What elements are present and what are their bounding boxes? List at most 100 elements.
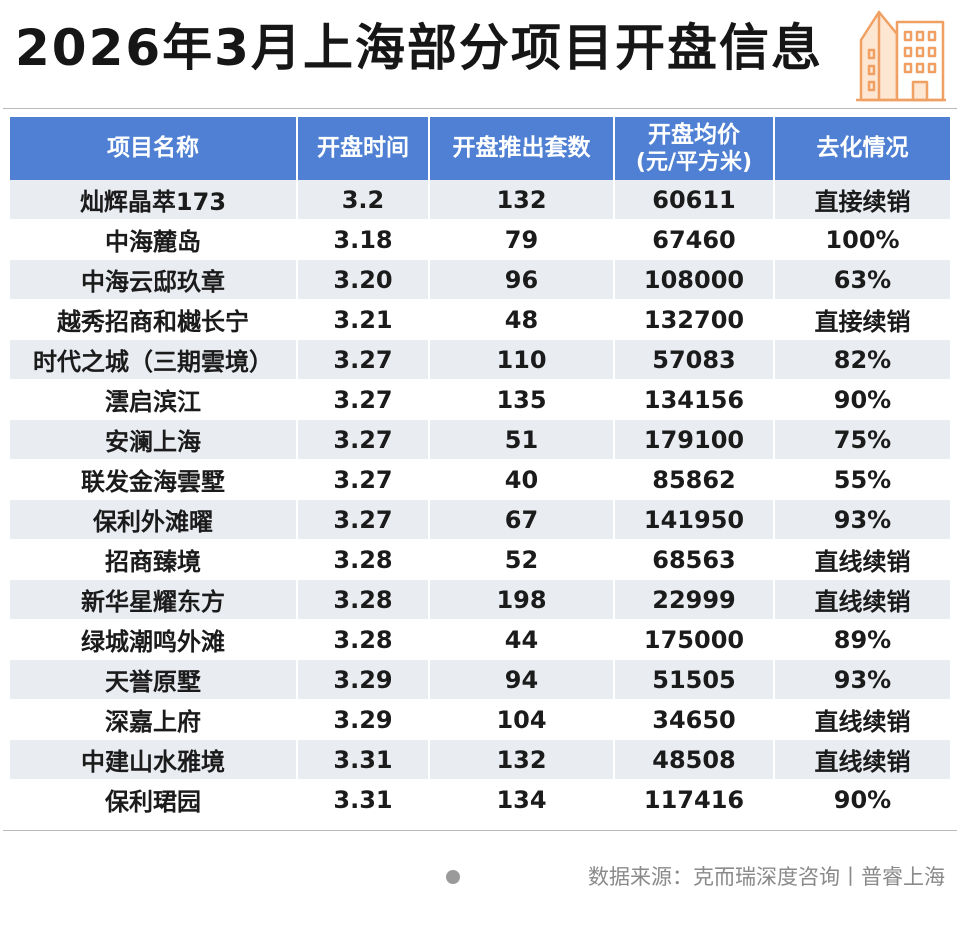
project-name-cell: 灿辉晶萃173	[10, 180, 298, 220]
units-cell: 96	[430, 260, 615, 300]
project-name-cell: 保利外滩曜	[10, 500, 298, 540]
project-name-cell: 绿城潮鸣外滩	[10, 620, 298, 660]
header-unit-label: (元/平方米)	[635, 149, 753, 175]
table-row: 中海麓岛 3.18 79 67460 100%	[10, 220, 950, 260]
project-name-cell: 深嘉上府	[10, 700, 298, 740]
table-row: 保利珺园 3.31 134 117416 90%	[10, 780, 950, 820]
units-cell: 132	[430, 740, 615, 780]
open-date-cell: 3.27	[298, 500, 430, 540]
header-label: 去化情况	[816, 135, 909, 161]
avg-price-cell: 132700	[615, 300, 775, 340]
project-name-cell: 保利珺园	[10, 780, 298, 820]
avg-price-cell: 60611	[615, 180, 775, 220]
open-date-cell: 3.27	[298, 340, 430, 380]
avg-price-cell: 179100	[615, 420, 775, 460]
open-date-cell: 3.28	[298, 580, 430, 620]
units-cell: 104	[430, 700, 615, 740]
sell-through-cell: 90%	[775, 780, 950, 820]
open-date-cell: 3.2	[298, 180, 430, 220]
units-cell: 52	[430, 540, 615, 580]
table-row: 灿辉晶萃173 3.2 132 60611 直接续销	[10, 180, 950, 220]
header-sell-through: 去化情况	[775, 117, 950, 180]
project-name-cell: 中海云邸玖章	[10, 260, 298, 300]
sell-through-cell: 75%	[775, 420, 950, 460]
avg-price-cell: 85862	[615, 460, 775, 500]
units-cell: 40	[430, 460, 615, 500]
project-name-cell: 招商臻境	[10, 540, 298, 580]
sell-through-cell: 直线续销	[775, 540, 950, 580]
sell-through-cell: 直接续销	[775, 300, 950, 340]
table-row: 保利外滩曜 3.27 67 141950 93%	[10, 500, 950, 540]
avg-price-cell: 57083	[615, 340, 775, 380]
project-name-cell: 越秀招商和樾长宁	[10, 300, 298, 340]
header-label: 项目名称	[107, 135, 199, 161]
open-date-cell: 3.20	[298, 260, 430, 300]
open-date-cell: 3.27	[298, 380, 430, 420]
header-label: 开盘推出套数	[452, 135, 591, 161]
open-date-cell: 3.27	[298, 420, 430, 460]
avg-price-cell: 34650	[615, 700, 775, 740]
table-row: 越秀招商和樾长宁 3.21 48 132700 直接续销	[10, 300, 950, 340]
header-project-name: 项目名称	[10, 117, 298, 180]
avg-price-cell: 67460	[615, 220, 775, 260]
project-name-cell: 时代之城（三期雲境）	[10, 340, 298, 380]
avg-price-cell: 48508	[615, 740, 775, 780]
sell-through-cell: 直接续销	[775, 180, 950, 220]
table-row: 安澜上海 3.27 51 179100 75%	[10, 420, 950, 460]
avg-price-cell: 51505	[615, 660, 775, 700]
avg-price-cell: 175000	[615, 620, 775, 660]
units-cell: 44	[430, 620, 615, 660]
open-date-cell: 3.28	[298, 620, 430, 660]
table-row: 绿城潮鸣外滩 3.28 44 175000 89%	[10, 620, 950, 660]
table-row: 天誉原墅 3.29 94 51505 93%	[10, 660, 950, 700]
table-row: 中海云邸玖章 3.20 96 108000 63%	[10, 260, 950, 300]
open-date-cell: 3.29	[298, 660, 430, 700]
data-source-note: 数据来源：克而瑞深度咨询丨普睿上海	[588, 865, 945, 889]
avg-price-cell: 141950	[615, 500, 775, 540]
units-cell: 135	[430, 380, 615, 420]
project-name-cell: 中海麓岛	[10, 220, 298, 260]
table-row: 招商臻境 3.28 52 68563 直线续销	[10, 540, 950, 580]
header-units: 开盘推出套数	[430, 117, 615, 180]
avg-price-cell: 134156	[615, 380, 775, 420]
sell-through-cell: 100%	[775, 220, 950, 260]
project-name-cell: 安澜上海	[10, 420, 298, 460]
avg-price-cell: 22999	[615, 580, 775, 620]
open-date-cell: 3.27	[298, 460, 430, 500]
city-buildings-icon	[856, 10, 946, 102]
footer-dot-icon	[446, 870, 460, 884]
avg-price-cell: 68563	[615, 540, 775, 580]
table-header-row: 项目名称 开盘时间 开盘推出套数 开盘均价 (元/平方米) 去化情况	[10, 117, 950, 180]
table-row: 深嘉上府 3.29 104 34650 直线续销	[10, 700, 950, 740]
sell-through-cell: 直线续销	[775, 580, 950, 620]
sell-through-cell: 89%	[775, 620, 950, 660]
units-cell: 110	[430, 340, 615, 380]
project-name-cell: 澐启滨江	[10, 380, 298, 420]
table-row: 时代之城（三期雲境） 3.27 110 57083 82%	[10, 340, 950, 380]
open-date-cell: 3.31	[298, 740, 430, 780]
sell-through-cell: 直线续销	[775, 740, 950, 780]
open-date-cell: 3.29	[298, 700, 430, 740]
sell-through-cell: 82%	[775, 340, 950, 380]
avg-price-cell: 108000	[615, 260, 775, 300]
table-row: 新华星耀东方 3.28 198 22999 直线续销	[10, 580, 950, 620]
sell-through-cell: 93%	[775, 660, 950, 700]
open-date-cell: 3.28	[298, 540, 430, 580]
units-cell: 67	[430, 500, 615, 540]
project-name-cell: 中建山水雅境	[10, 740, 298, 780]
units-cell: 198	[430, 580, 615, 620]
table-body: 灿辉晶萃173 3.2 132 60611 直接续销 中海麓岛 3.18 79 67460 100…	[10, 180, 950, 820]
avg-price-cell: 117416	[615, 780, 775, 820]
open-date-cell: 3.18	[298, 220, 430, 260]
project-name-cell: 联发金海雲墅	[10, 460, 298, 500]
project-name-cell: 天誉原墅	[10, 660, 298, 700]
sell-through-cell: 93%	[775, 500, 950, 540]
sell-through-cell: 直线续销	[775, 700, 950, 740]
header-open-date: 开盘时间	[298, 117, 430, 180]
table-row: 中建山水雅境 3.31 132 48508 直线续销	[10, 740, 950, 780]
bottom-divider	[3, 830, 957, 831]
sell-through-cell: 55%	[775, 460, 950, 500]
units-cell: 94	[430, 660, 615, 700]
sell-through-cell: 63%	[775, 260, 950, 300]
table-row: 联发金海雲墅 3.27 40 85862 55%	[10, 460, 950, 500]
